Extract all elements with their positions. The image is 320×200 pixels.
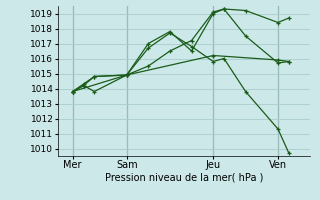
X-axis label: Pression niveau de la mer( hPa ): Pression niveau de la mer( hPa ) <box>105 173 263 183</box>
